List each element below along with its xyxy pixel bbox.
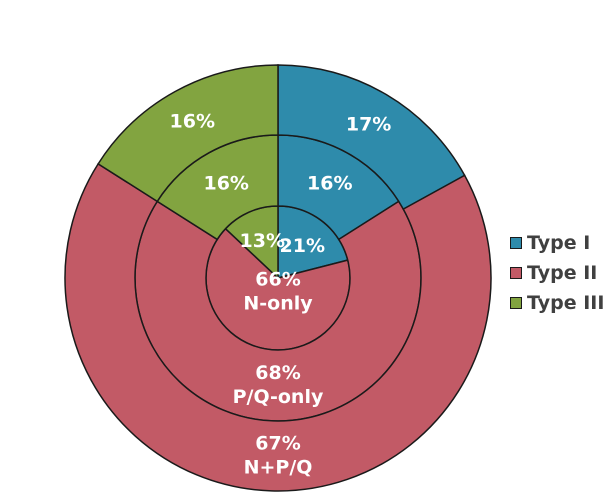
ring-name-n-only: N-only	[243, 293, 313, 315]
ring-name-n-p-q: N+P/Q	[244, 457, 313, 479]
legend-label-type-ii: Type II	[527, 262, 598, 284]
legend-swatch-type-ii	[510, 267, 522, 279]
label-p-q-only-type-i: 16%	[307, 172, 352, 194]
label-n-only-type-ii: 66%	[255, 269, 300, 291]
label-n-p-q-type-iii: 16%	[170, 111, 215, 133]
labels-group: 21% 66%N-only 13% 16% 68%P/Q-only 16% 17% 67%N+…	[170, 111, 392, 479]
label-n-only-type-iii: 13%	[240, 230, 285, 252]
legend: Type I Type II Type III	[510, 228, 604, 318]
label-n-p-q-type-i: 17%	[346, 113, 391, 135]
slice-n-p-q-type-ii	[64, 162, 492, 492]
slice-n-p-q-type-iii	[97, 64, 279, 203]
label-p-q-only-type-iii: 16%	[203, 172, 248, 194]
legend-swatch-type-iii	[510, 297, 522, 309]
legend-item-type-i: Type I	[510, 228, 604, 258]
legend-label-type-iii: Type III	[527, 292, 605, 314]
label-n-only-type-i: 21%	[280, 235, 325, 257]
legend-item-type-ii: Type II	[510, 258, 604, 288]
ring-name-p-q-only: P/Q-only	[233, 386, 324, 408]
legend-label-type-i: Type I	[527, 232, 591, 254]
legend-swatch-type-i	[510, 237, 522, 249]
legend-item-type-iii: Type III	[510, 288, 604, 318]
slices-group	[64, 64, 492, 492]
label-n-p-q-type-ii: 67%	[255, 433, 300, 455]
label-p-q-only-type-ii: 68%	[255, 362, 300, 384]
